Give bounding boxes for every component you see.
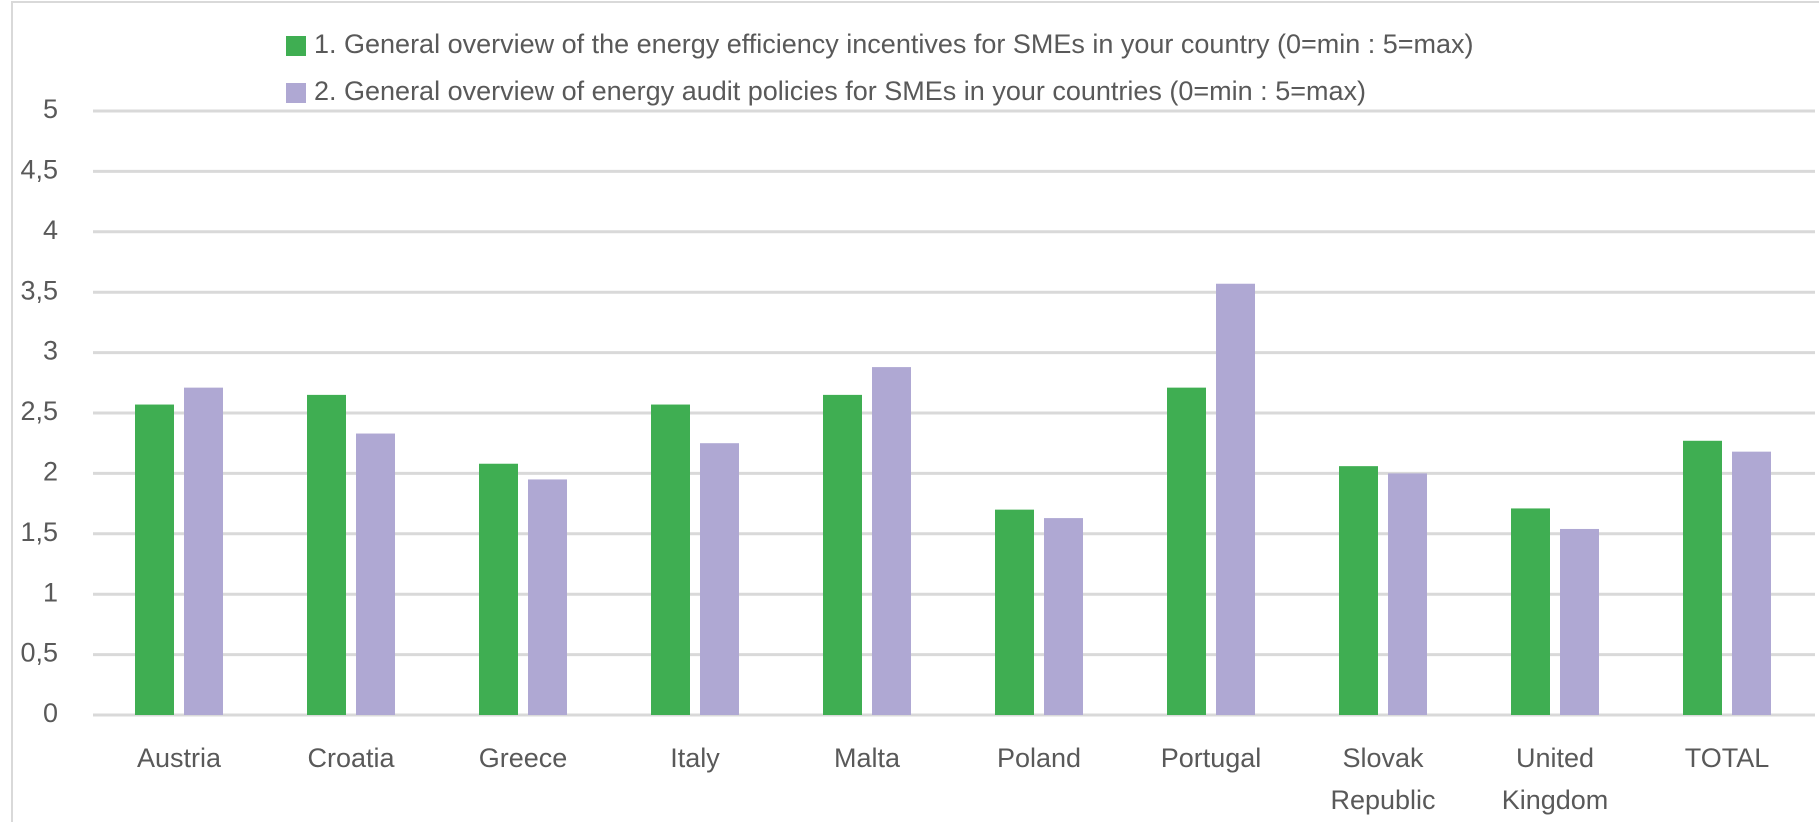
y-tick-label: 4 xyxy=(43,215,58,245)
x-tick-label: Malta xyxy=(834,743,901,773)
x-tick-label: Portugal xyxy=(1161,743,1262,773)
legend-swatch xyxy=(286,36,306,56)
bar xyxy=(1216,283,1255,715)
y-tick-label: 3 xyxy=(43,336,58,366)
bar xyxy=(700,443,739,715)
x-tick-label: United Kingdom xyxy=(1502,743,1609,815)
bar xyxy=(1683,440,1722,715)
bar xyxy=(995,509,1034,715)
legend-label: 1. General overview of the energy effici… xyxy=(314,29,1474,59)
y-tick-label: 1,5 xyxy=(20,517,58,547)
bar xyxy=(1511,508,1550,715)
legend-label: 2. General overview of energy audit poli… xyxy=(314,76,1366,106)
bar xyxy=(1339,466,1378,715)
bar xyxy=(1560,528,1599,715)
x-tick-label: Austria xyxy=(137,743,222,773)
bar xyxy=(1732,451,1771,715)
y-tick-label: 2 xyxy=(43,457,58,487)
y-tick-label: 3,5 xyxy=(20,275,58,305)
x-tick-label: TOTAL xyxy=(1685,743,1770,773)
y-tick-label: 5 xyxy=(43,94,58,124)
x-tick-label: Greece xyxy=(479,743,568,773)
bar xyxy=(479,463,518,715)
y-tick-label: 0 xyxy=(43,698,58,728)
chart-frame xyxy=(11,1,1819,822)
x-tick-label: Slovak Republic xyxy=(1330,743,1435,815)
bar xyxy=(651,404,690,715)
x-tick-label: Italy xyxy=(670,743,720,773)
x-tick-label: Poland xyxy=(997,743,1081,773)
bar xyxy=(356,433,395,715)
bar xyxy=(184,387,223,715)
bar xyxy=(1044,518,1083,715)
y-tick-label: 0,5 xyxy=(20,638,58,668)
bar xyxy=(1167,387,1206,715)
bar xyxy=(872,367,911,715)
bar xyxy=(307,394,346,715)
x-tick-label: Croatia xyxy=(307,743,395,773)
bar xyxy=(528,479,567,715)
y-tick-label: 2,5 xyxy=(20,396,58,426)
bar xyxy=(823,394,862,715)
bar xyxy=(1388,473,1427,715)
y-tick-label: 4,5 xyxy=(20,155,58,185)
y-tick-label: 1 xyxy=(43,577,58,607)
legend-swatch xyxy=(286,83,306,103)
bar xyxy=(135,404,174,715)
